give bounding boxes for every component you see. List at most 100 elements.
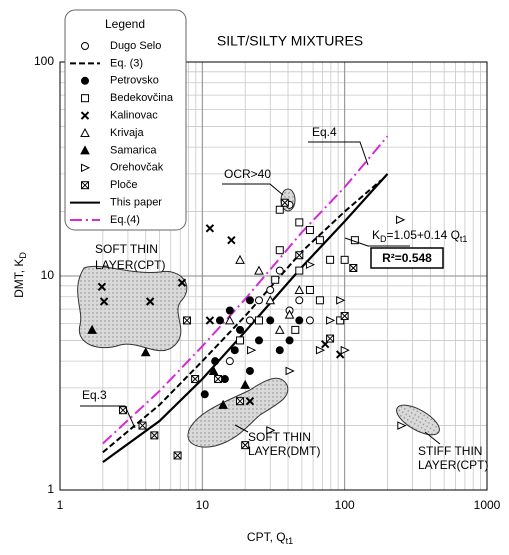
triangle [235,254,245,264]
marker [81,42,89,50]
leader [424,431,441,445]
marker [230,346,239,355]
square [315,296,324,305]
legend-label: Bedekovčina [110,92,174,104]
circle [245,316,254,325]
circle [245,296,254,305]
legend-label: Eq.(4) [110,214,140,226]
triangle [81,163,91,173]
triangle [340,345,350,355]
circle [305,316,314,325]
marker [285,336,294,345]
circle [254,336,263,345]
marker [81,76,89,85]
circle [230,346,239,355]
circle [266,316,275,325]
marker [271,275,280,284]
cross [326,334,334,343]
series-line [102,135,389,445]
square [236,336,245,345]
plot [87,135,407,463]
marker [266,316,275,325]
triangle [224,315,235,325]
y-tick-label: 100 [34,54,54,68]
marker [254,265,264,275]
marker [254,316,263,325]
annotation: LAYER(CPT) [418,458,488,472]
cross [214,375,222,383]
square [336,316,345,325]
annotation: LAYER(CPT) [95,258,165,272]
cross [241,441,250,450]
marker [80,111,90,120]
cross [340,312,349,320]
triangle [305,260,316,269]
marker [295,296,304,305]
marker [97,282,107,292]
blob-stiff-cpt [396,404,440,436]
circle [220,375,229,384]
marker [80,145,90,155]
marker [254,296,263,305]
triangle [294,284,305,295]
annotation: LAYER(DMT) [248,444,320,458]
marker [205,224,215,233]
marker [240,379,251,389]
r2-box [370,247,444,269]
cross [191,375,199,383]
x-tick-label: 10 [196,498,210,512]
cross [281,198,289,207]
triangle [336,296,346,305]
square [291,325,300,334]
marker [224,315,235,325]
annotation: R²=0.548 [382,251,432,265]
annotation: STIFF THIN [418,444,482,458]
triangle [284,309,295,319]
marker [173,451,182,460]
circle [225,357,234,366]
y-label-sub: D [18,252,28,259]
marker [295,266,304,275]
marker [208,365,219,375]
marker [245,296,254,305]
legend-label: Orehovčak [110,162,164,174]
cross [183,316,191,325]
marker [254,336,263,345]
marker [266,286,275,295]
cross [177,278,187,287]
legend-label: Samarica [110,144,157,156]
marker [191,375,200,384]
leader [234,424,249,433]
square [275,246,284,255]
cross [138,421,147,430]
circle [254,296,263,305]
marker [245,316,254,325]
annotation: SOFT THIN [95,242,158,256]
marker [227,235,236,245]
circle [275,346,284,355]
cross [349,264,358,272]
x-axis-label: CPT, Qt1 [247,530,293,546]
triangle [265,295,276,305]
marker [326,255,335,264]
legend-label: Dugo Selo [110,40,161,52]
square [305,226,314,235]
cross [205,316,215,325]
y-label-main: DMT, K [12,259,26,298]
annotation: KD=1.05+0.14 Qt1 [372,228,467,244]
marker [291,325,300,334]
cross [80,111,90,120]
marker [295,316,304,325]
series-line [102,179,382,454]
triangle [218,399,228,409]
triangle [140,347,151,357]
triangle [274,324,285,334]
marker [274,324,285,334]
legend-label: Krivaja [110,127,145,139]
square [295,218,304,227]
legend-label: Petrovsko [110,75,159,87]
marker [266,426,276,435]
marker [99,297,109,306]
marker [177,278,187,287]
